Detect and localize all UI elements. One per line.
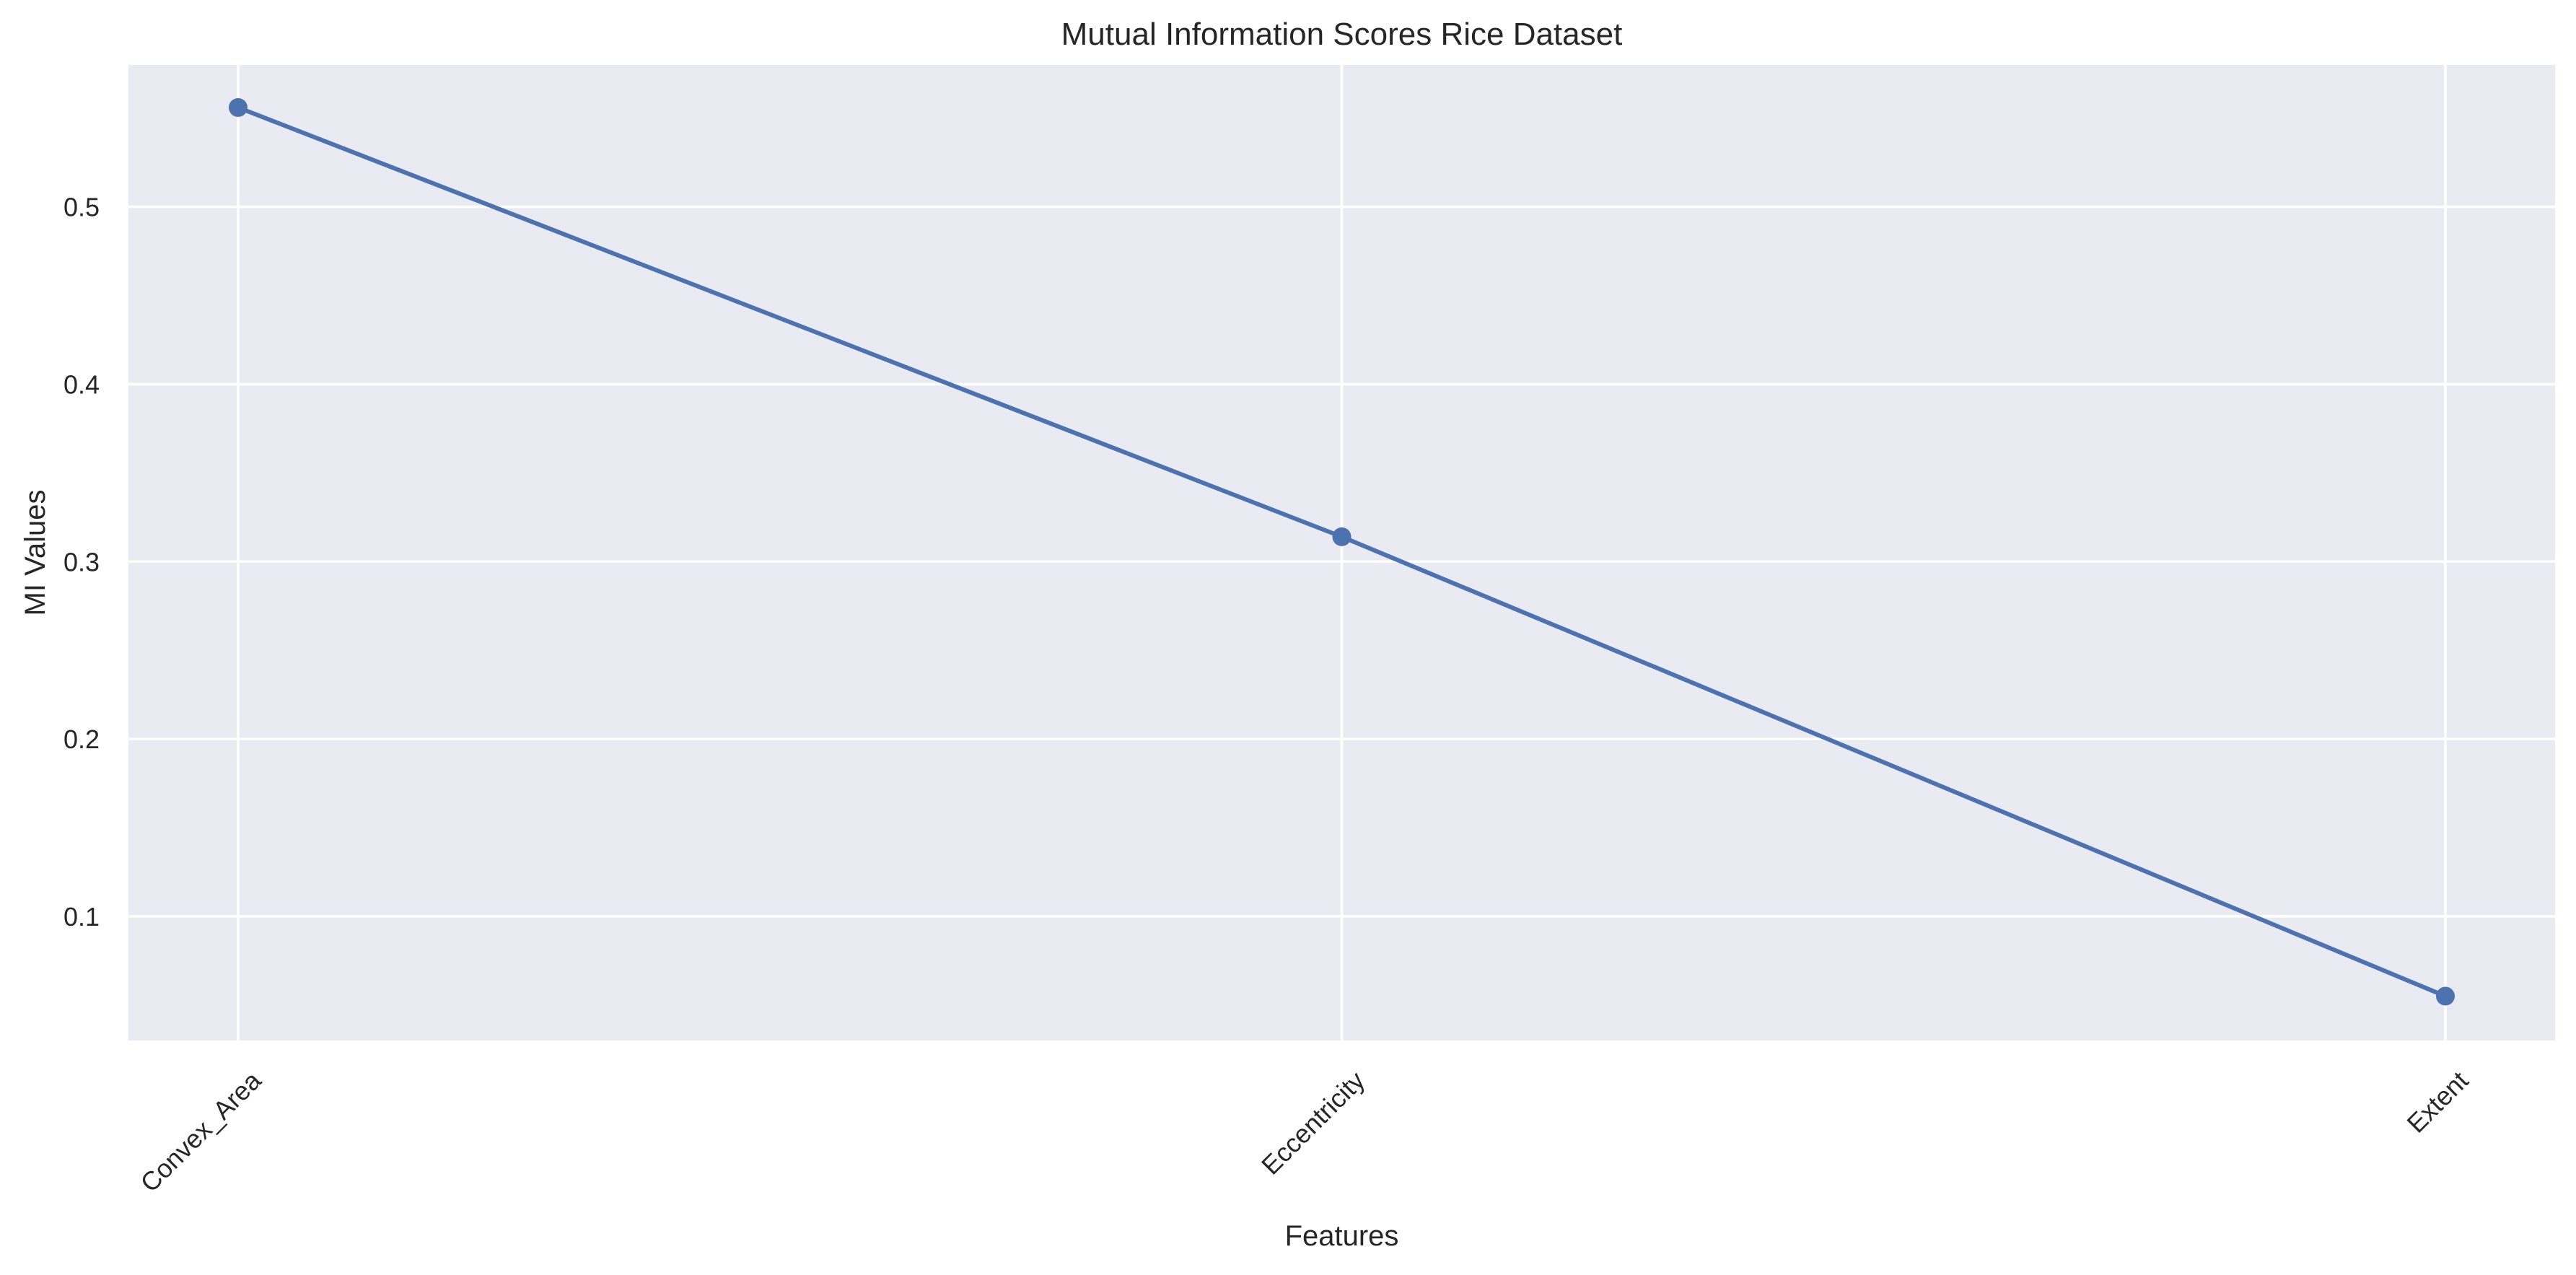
chart-title: Mutual Information Scores Rice Dataset: [1061, 17, 1623, 52]
y-tick-labels: 0.1 0.2 0.3 0.4 0.5: [63, 193, 100, 932]
x-axis-label: Features: [1285, 1220, 1399, 1252]
y-axis-label: MI Values: [19, 490, 51, 616]
x-tick-label: Convex_Area: [134, 1065, 267, 1198]
data-point: [1332, 527, 1351, 546]
data-point: [229, 97, 247, 117]
y-tick-label: 0.5: [63, 193, 100, 222]
y-tick-label: 0.1: [63, 902, 100, 932]
y-tick-label: 0.4: [63, 369, 100, 399]
y-tick-label: 0.2: [63, 724, 100, 754]
y-tick-label: 0.3: [63, 547, 100, 577]
data-point: [2436, 986, 2455, 1006]
series-group: [229, 97, 2455, 1006]
x-tick-label: Extent: [2401, 1066, 2474, 1139]
x-tick-label: Eccentricity: [1256, 1066, 1370, 1180]
x-tick-labels: Convex_Area Eccentricity Extent: [134, 1065, 2474, 1198]
x-gridlines: [237, 65, 2447, 1040]
